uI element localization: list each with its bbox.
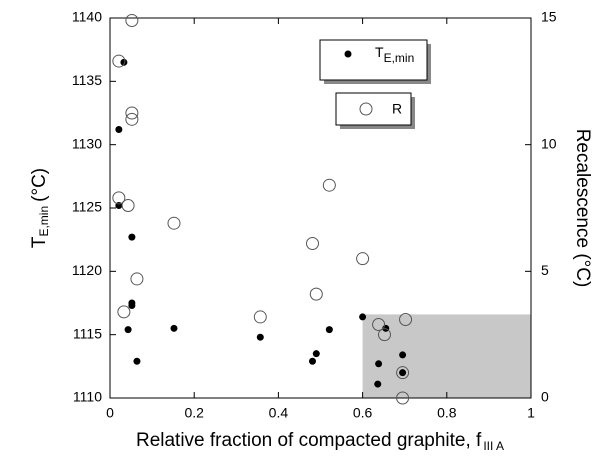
x-tick-label: 0.8 [437,405,457,421]
legend-marker [344,50,352,58]
point [396,366,410,380]
point [128,302,136,310]
legend-marker [359,102,373,116]
point [117,305,131,319]
point [112,54,126,68]
y-axis-label: TE,min(°C) [29,168,51,248]
point [128,233,136,241]
point [125,112,139,126]
y2-axis-label: Recalescence (°C) [572,129,593,288]
x-tick-label: 0 [106,405,114,421]
point [399,312,413,326]
point [306,236,320,250]
point [396,391,410,405]
point [112,191,126,205]
point [130,272,144,286]
y2-tick-label: 5 [541,262,549,278]
point [133,357,141,365]
point [121,198,135,212]
point [115,125,123,133]
y-tick-label: 1120 [72,262,102,278]
point [125,14,139,28]
legend-label: TE,min [375,44,414,65]
y-tick-label: 1140 [72,9,102,25]
legend-box [335,92,412,126]
y2-tick-label: 0 [541,389,549,405]
point [377,328,391,342]
point [325,326,333,334]
highlight-region [362,314,531,398]
y-tick-label: 1125 [72,199,102,215]
y-tick-label: 1130 [72,135,102,151]
y2-tick-label: 15 [541,9,557,25]
point [120,58,128,66]
point [375,360,383,368]
point [356,252,370,266]
y-tick-label: 1110 [73,389,102,405]
point [256,333,264,341]
legend: TE,min R [319,39,431,129]
point [170,324,178,332]
point [374,380,382,388]
point [399,351,407,359]
y-tick-label: 1115 [73,325,102,341]
legend-box [319,39,428,81]
y-tick-label: 1135 [72,72,102,88]
x-tick-label: 0.2 [184,405,204,421]
x-tick-label: 0.4 [269,405,289,421]
point [309,287,323,301]
point [372,318,386,332]
point [125,106,139,120]
x-axis-label: Relative fraction of compacted graphite,… [136,430,504,453]
point [359,313,367,321]
legend-label: R [392,101,402,117]
point [124,326,132,334]
x-tick-label: 1 [527,405,535,421]
point [322,178,336,192]
point [167,216,181,230]
x-tick-label: 0.6 [353,405,373,421]
point [309,357,317,365]
point [312,350,320,358]
point [399,369,407,377]
y2-tick-label: 10 [541,135,557,151]
point [253,310,267,324]
